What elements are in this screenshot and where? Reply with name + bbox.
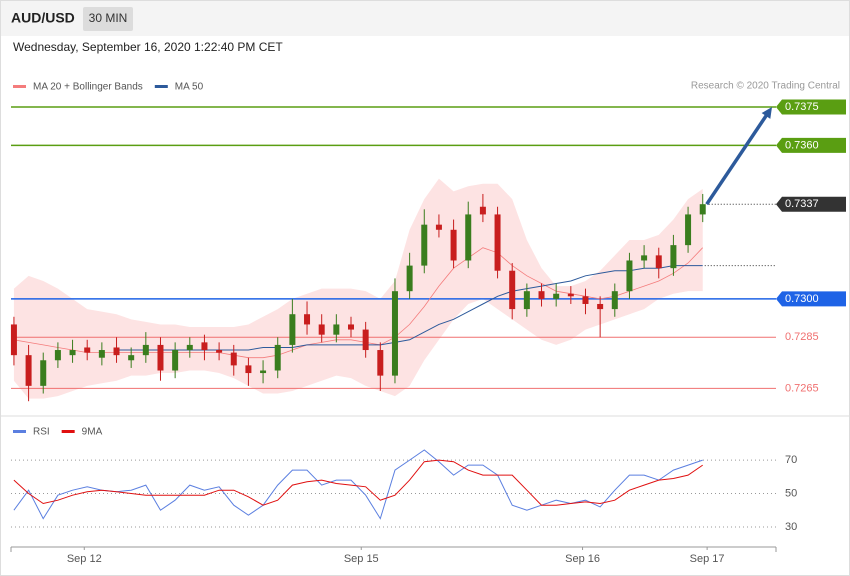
candle-body [509, 270, 516, 310]
x-tick-label: Sep 16 [565, 553, 600, 565]
forecast-arrow [705, 112, 769, 206]
x-tick-label: Sep 12 [67, 553, 102, 565]
rsi-line [13, 449, 703, 520]
candle-body [216, 350, 223, 353]
credit: Research © 2020 Trading Central [691, 81, 840, 92]
candle-body [304, 314, 311, 325]
rsi-line [13, 459, 703, 506]
level-label: 0.7300 [785, 293, 819, 305]
legend-label: RSI [33, 427, 50, 438]
legend-label: MA 20 + Bollinger Bands [33, 82, 143, 93]
candle-body [435, 224, 442, 230]
candle-body [626, 260, 633, 292]
candle-body [260, 370, 267, 374]
candle-body [699, 204, 706, 215]
candle-body [406, 265, 413, 292]
level-label: 0.7265 [785, 382, 819, 394]
candle-body [685, 214, 692, 246]
symbol: AUD/USD [11, 10, 75, 26]
candle-body [333, 324, 340, 335]
level-label-box [776, 291, 846, 307]
y-tick-label: 70 [785, 454, 797, 466]
x-tick-label: Sep 17 [690, 553, 725, 565]
candle-body [567, 293, 574, 297]
candle-body [69, 350, 76, 356]
candle-body [245, 365, 252, 374]
level-label: 0.7337 [785, 198, 819, 210]
candle-body [362, 329, 369, 351]
candle-body [494, 214, 501, 271]
candle-body [597, 303, 604, 310]
legend-swatch [61, 430, 75, 433]
header-bar [1, 1, 849, 36]
candle-body [54, 350, 61, 361]
candle-body [186, 344, 193, 351]
level-label: 0.7360 [785, 139, 819, 151]
candle-body [128, 355, 135, 361]
candle-body [465, 214, 472, 261]
ma50-line [116, 265, 703, 351]
candle-body [450, 229, 457, 261]
candle-body [274, 344, 281, 371]
candle-body [84, 347, 91, 353]
candle-body [172, 350, 179, 371]
candle-body [655, 255, 662, 269]
legend-swatch [13, 85, 26, 88]
candle-body [10, 324, 17, 356]
level-label: 0.7285 [785, 331, 819, 343]
candle-body [670, 245, 677, 269]
legend-label: MA 50 [175, 82, 204, 93]
legend-swatch [154, 85, 168, 88]
candle-body [582, 296, 589, 304]
timeframe[interactable]: 30 MIN [89, 11, 128, 25]
y-tick-label: 30 [785, 521, 797, 533]
candle-body [538, 291, 545, 299]
candle-body [523, 291, 530, 310]
level-label: 0.7375 [785, 101, 819, 113]
candle-body [421, 224, 428, 266]
candle-body [553, 293, 560, 299]
candle-body [113, 347, 120, 356]
bollinger-band [13, 178, 703, 399]
timeframe-box[interactable] [83, 7, 133, 31]
candle-body [201, 342, 208, 351]
candle-body [391, 291, 398, 376]
legend-swatch [13, 430, 26, 433]
x-tick-label: Sep 15 [344, 553, 379, 565]
level-label-box [776, 137, 846, 153]
candle-body [40, 360, 47, 386]
candle-body [230, 352, 237, 366]
candle-body [377, 350, 384, 376]
candle-body [25, 355, 32, 386]
y-tick-label: 50 [785, 487, 797, 499]
candle-body [157, 344, 164, 371]
candle-body [98, 350, 105, 358]
candle-body [611, 291, 618, 310]
level-label-box [776, 99, 846, 115]
level-label-box [776, 196, 846, 212]
datetime: Wednesday, September 16, 2020 1:22:40 PM… [13, 40, 283, 54]
candle-body [142, 344, 149, 356]
candle-body [348, 324, 354, 330]
legend-label: 9MA [82, 427, 103, 438]
candle-body [318, 324, 325, 335]
candle-body [641, 255, 648, 261]
candle-body [289, 314, 296, 345]
candle-body [479, 206, 486, 215]
forecast-arrowhead [761, 106, 772, 119]
